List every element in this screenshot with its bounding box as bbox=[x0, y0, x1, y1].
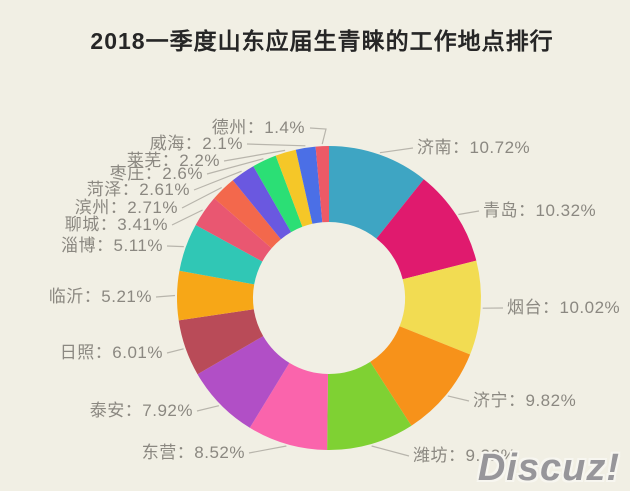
label-dezhou: 德州：1.4% bbox=[211, 118, 305, 137]
slice-jinan bbox=[329, 146, 424, 239]
slice-jining bbox=[370, 326, 471, 426]
label-qingdao: 青岛：10.32% bbox=[483, 201, 597, 220]
label-binzhou: 滨州：2.71% bbox=[74, 198, 178, 217]
label-jinan: 济南：10.72% bbox=[417, 138, 531, 157]
leader-line-laiwu bbox=[223, 149, 286, 162]
leader-line-qingdao bbox=[458, 210, 480, 216]
leader-line-jinan bbox=[379, 147, 414, 154]
slice-yantai bbox=[399, 260, 481, 355]
label-dongying: 东营：8.52% bbox=[141, 443, 245, 462]
label-yantai: 烟台：10.02% bbox=[507, 298, 621, 317]
leader-line-jining bbox=[447, 395, 470, 402]
label-linyi: 临沂：5.21% bbox=[48, 287, 152, 306]
slice-weifang bbox=[327, 361, 412, 451]
label-liaocheng: 聊城：3.41% bbox=[64, 215, 168, 234]
chart-title: 2018一季度山东应届生青睐的工作地点排行 bbox=[90, 28, 554, 54]
label-laiwu: 莱芜：2.2% bbox=[126, 151, 220, 170]
slice-binzhou bbox=[214, 180, 281, 249]
leader-line-dezhou bbox=[309, 127, 327, 145]
leader-line-zaozhuang bbox=[206, 158, 264, 175]
slice-liaocheng bbox=[195, 198, 272, 262]
slice-taian bbox=[197, 336, 290, 428]
leader-line-taian bbox=[196, 405, 220, 412]
slice-zibo bbox=[179, 225, 263, 285]
label-weifang: 潍坊：9.32% bbox=[413, 446, 517, 465]
label-weihai: 威海：2.1% bbox=[149, 134, 243, 153]
slice-laiwu bbox=[275, 149, 313, 227]
slice-zaozhuang bbox=[253, 155, 303, 233]
slice-qingdao bbox=[376, 179, 477, 280]
leader-line-weifang bbox=[371, 445, 410, 457]
leader-line-liaocheng bbox=[171, 209, 203, 226]
leader-line-heze bbox=[193, 170, 242, 191]
leader-line-linyi bbox=[155, 294, 176, 298]
label-zaozhuang: 枣庄：2.6% bbox=[109, 164, 203, 183]
slice-weihai bbox=[295, 146, 323, 224]
slice-dongying bbox=[249, 362, 328, 450]
leader-line-weihai bbox=[246, 143, 306, 147]
leader-line-dongying bbox=[248, 445, 287, 454]
leader-line-rizhao bbox=[166, 348, 184, 354]
leader-line-binzhou bbox=[181, 186, 222, 209]
label-rizhao: 日照：6.01% bbox=[59, 343, 163, 362]
slice-rizhao bbox=[178, 309, 264, 375]
label-taian: 泰安：7.92% bbox=[89, 401, 193, 420]
slice-dezhou bbox=[315, 146, 329, 223]
label-jining: 济宁：9.82% bbox=[473, 391, 577, 410]
label-heze: 菏泽：2.61% bbox=[86, 180, 190, 199]
slice-linyi bbox=[176, 270, 255, 321]
slice-heze bbox=[232, 166, 292, 240]
leader-line-zibo bbox=[166, 245, 184, 248]
discuz-watermark: Discuz! bbox=[477, 447, 620, 489]
label-zibo: 淄博：5.11% bbox=[61, 236, 163, 255]
